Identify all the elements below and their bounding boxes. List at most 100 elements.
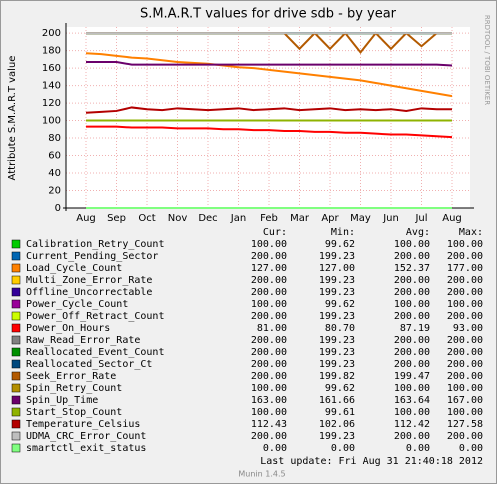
stat-value: 200.00: [394, 335, 430, 346]
stat-value: 200.00: [251, 275, 287, 286]
legend-label: Power_On_Hours: [26, 323, 110, 334]
x-tick-label: Feb: [260, 213, 278, 224]
legend-label: Temperature_Celsius: [26, 419, 140, 430]
y-tick-label: 60: [48, 151, 61, 162]
stat-value: 200.00: [447, 335, 483, 346]
y-tick-label: 140: [42, 81, 61, 92]
legend-swatch: [11, 251, 21, 261]
stat-value: 199.23: [319, 431, 355, 442]
stat-value: 200.00: [394, 359, 430, 370]
stat-value: 99.62: [325, 239, 355, 250]
stat-value: 200.00: [447, 347, 483, 358]
last-update: Last update: Fri Aug 31 21:40:18 2012: [260, 456, 483, 467]
y-tick-label: 100: [42, 116, 61, 127]
stat-value: 80.70: [325, 323, 355, 334]
stat-value: 100.00: [251, 239, 287, 250]
y-tick-label: 180: [42, 46, 61, 57]
stat-value: 200.00: [394, 311, 430, 322]
stat-header: Max:: [459, 227, 483, 238]
stat-value: 81.00: [257, 323, 287, 334]
stat-value: 200.00: [394, 251, 430, 262]
x-tick-label: May: [350, 213, 371, 224]
stat-value: 100.00: [394, 299, 430, 310]
legend-swatch: [11, 287, 21, 297]
stat-value: 99.62: [325, 383, 355, 394]
stat-value: 200.00: [251, 431, 287, 442]
stat-value: 127.00: [319, 263, 355, 274]
y-tick-label: 120: [42, 98, 61, 109]
stat-value: 163.00: [251, 395, 287, 406]
series-line: [86, 125, 453, 139]
legend-label: Reallocated_Event_Count: [26, 347, 164, 358]
stat-value: 200.00: [447, 359, 483, 370]
legend-swatch: [11, 407, 21, 417]
stat-value: 152.37: [394, 263, 430, 274]
stat-value: 200.00: [447, 251, 483, 262]
stat-value: 200.00: [394, 275, 430, 286]
stat-value: 200.00: [251, 359, 287, 370]
stat-value: 199.23: [319, 251, 355, 262]
stat-value: 0.00: [406, 443, 430, 454]
stat-value: 200.00: [251, 311, 287, 322]
stat-header: Avg:: [406, 227, 430, 238]
stat-value: 112.43: [251, 419, 287, 430]
side-text: RRDTOOL / TOBI OETIKER: [483, 15, 491, 105]
stat-value: 100.00: [394, 383, 430, 394]
legend-swatch: [11, 335, 21, 345]
stat-value: 100.00: [251, 383, 287, 394]
legend-label: Raw_Read_Error_Rate: [26, 335, 140, 346]
legend-swatch: [11, 323, 21, 333]
stat-value: 112.42: [394, 419, 430, 430]
legend-swatch: [11, 443, 21, 453]
stat-value: 100.00: [251, 407, 287, 418]
legend-swatch: [11, 419, 21, 429]
stat-value: 199.23: [319, 311, 355, 322]
legend-swatch: [11, 347, 21, 357]
stat-value: 93.00: [453, 323, 483, 334]
series-line: [86, 60, 453, 67]
legend-label: smartctl_exit_status: [26, 443, 146, 454]
stat-value: 200.00: [447, 431, 483, 442]
stat-value: 100.00: [447, 383, 483, 394]
x-tick-label: Nov: [168, 213, 188, 224]
legend-swatch: [11, 299, 21, 309]
legend-label: Multi_Zone_Error_Rate: [26, 275, 152, 286]
y-tick-label: 160: [42, 63, 61, 74]
stat-value: 100.00: [447, 407, 483, 418]
stat-value: 100.00: [251, 299, 287, 310]
y-tick-label: 40: [48, 168, 61, 179]
y-axis-label: Attribute S.M.A.R.T value: [7, 56, 18, 181]
x-tick-label: Dec: [198, 213, 217, 224]
stat-value: 200.00: [447, 275, 483, 286]
y-tick-label: 200: [42, 28, 61, 39]
stat-value: 161.66: [319, 395, 355, 406]
stat-value: 199.23: [319, 335, 355, 346]
stat-value: 0.00: [459, 443, 483, 454]
x-tick-label: Mar: [290, 213, 310, 224]
stat-value: 200.00: [447, 311, 483, 322]
stat-value: 167.00: [447, 395, 483, 406]
legend-swatch: [11, 383, 21, 393]
stat-value: 200.00: [251, 335, 287, 346]
footer: Munin 1.4.5: [238, 470, 285, 479]
stat-value: 200.00: [394, 431, 430, 442]
legend-swatch: [11, 371, 21, 381]
stat-value: 199.23: [319, 347, 355, 358]
legend-label: Spin_Up_Time: [26, 395, 98, 406]
stat-value: 200.00: [447, 371, 483, 382]
legend-label: Offline_Uncorrectable: [26, 287, 152, 298]
legend-label: Seek_Error_Rate: [26, 371, 116, 382]
legend-swatch: [11, 431, 21, 441]
stat-header: Min:: [331, 227, 355, 238]
stat-value: 200.00: [251, 371, 287, 382]
series-line: [85, 106, 452, 114]
stat-value: 200.00: [251, 347, 287, 358]
x-tick-label: Sep: [107, 213, 126, 224]
x-tick-label: Jan: [230, 213, 246, 224]
stat-value: 100.00: [394, 407, 430, 418]
stat-value: 99.61: [325, 407, 355, 418]
x-tick-label: Oct: [138, 213, 155, 224]
legend-label: Spin_Retry_Count: [26, 383, 122, 394]
stat-value: 100.00: [394, 239, 430, 250]
